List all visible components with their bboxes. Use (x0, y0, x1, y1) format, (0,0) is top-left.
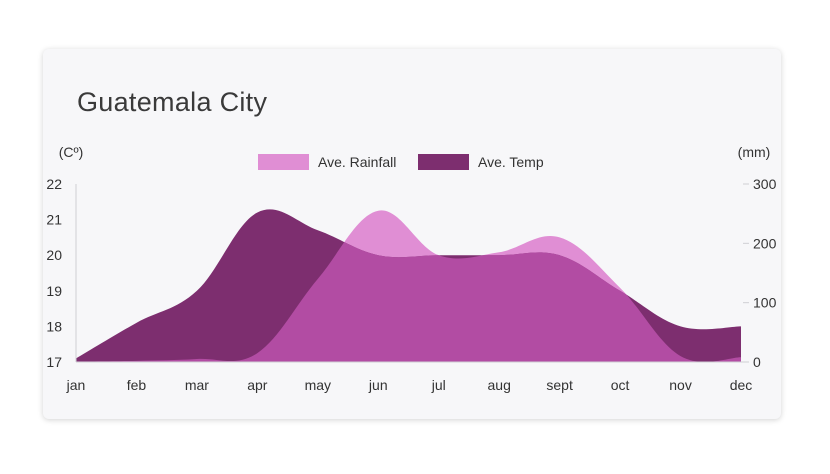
x-tick-label: oct (611, 377, 630, 393)
y-left-tick-label: 19 (46, 283, 62, 299)
x-tick-label: feb (127, 377, 147, 393)
y-left-tick-label: 18 (46, 318, 62, 334)
legend-label-temp: Ave. Temp (478, 154, 544, 170)
x-tick-label: jul (431, 377, 446, 393)
legend-swatch-rainfall (258, 154, 309, 170)
y-right-unit-label: (mm) (738, 144, 771, 160)
x-tick-label: aug (488, 377, 511, 393)
legend-label-rainfall: Ave. Rainfall (318, 154, 396, 170)
y-right-tick-label: 100 (753, 295, 777, 311)
legend-swatch-temp (418, 154, 469, 170)
y-left-tick-label: 20 (46, 247, 62, 263)
x-tick-label: may (305, 377, 331, 393)
y-right-tick-label: 200 (753, 235, 777, 251)
x-tick-label: apr (247, 377, 268, 393)
x-tick-label: sept (546, 377, 573, 393)
y-left-tick-label: 17 (46, 354, 62, 370)
y-right-tick-label: 0 (753, 354, 761, 370)
x-tick-label: dec (730, 377, 753, 393)
y-left-tick-label: 21 (46, 212, 62, 228)
y-right-tick-label: 300 (753, 176, 777, 192)
y-left-unit-label: (Cº) (59, 144, 84, 160)
x-tick-label: mar (185, 377, 209, 393)
y-left-tick-label: 22 (46, 176, 62, 192)
chart-title: Guatemala City (77, 87, 268, 117)
x-tick-label: jan (66, 377, 86, 393)
x-tick-label: jun (368, 377, 388, 393)
x-tick-label: nov (669, 377, 692, 393)
